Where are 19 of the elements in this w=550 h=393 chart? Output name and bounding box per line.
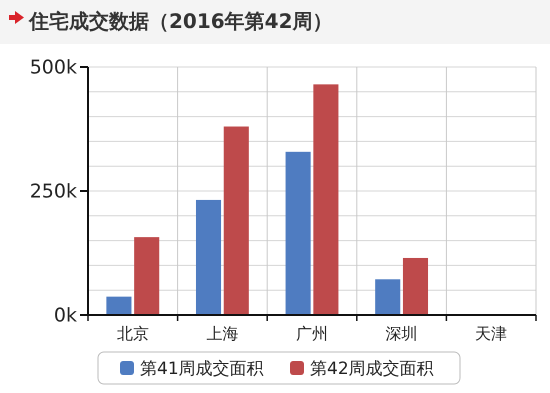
x-tick-label: 上海 xyxy=(206,324,238,343)
x-tick-label: 北京 xyxy=(116,324,149,343)
bar xyxy=(313,84,338,315)
x-tick-label: 天津 xyxy=(475,324,508,343)
legend-label: 第42周成交面积 xyxy=(310,359,434,379)
bar xyxy=(286,152,311,315)
y-tick-label: 500k xyxy=(30,56,77,79)
y-tick-label: 250k xyxy=(30,180,77,203)
bar xyxy=(106,296,132,315)
bar xyxy=(134,237,160,315)
legend-label: 第41周成交面积 xyxy=(140,359,264,379)
bar xyxy=(224,126,249,315)
bar xyxy=(402,258,428,315)
chart-title: 住宅成交数据（2016年第42周） xyxy=(28,9,332,33)
bar xyxy=(196,200,222,315)
x-tick-label: 深圳 xyxy=(386,324,418,343)
x-tick-label: 广州 xyxy=(296,324,328,343)
y-tick-label: 0k xyxy=(54,304,77,327)
bar xyxy=(375,279,400,315)
